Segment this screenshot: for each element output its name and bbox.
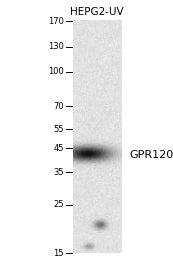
Text: 130: 130	[48, 42, 64, 51]
Text: HEPG2-UV: HEPG2-UV	[70, 7, 124, 17]
Bar	[0, 253, 173, 264]
Bar	[0, 0, 73, 264]
Text: 170: 170	[48, 17, 64, 26]
Text: 25: 25	[53, 200, 64, 209]
Text: 100: 100	[48, 67, 64, 76]
Bar	[0, 0, 173, 21]
Text: 55: 55	[53, 125, 64, 134]
Text: 35: 35	[53, 168, 64, 177]
Bar	[121, 0, 173, 264]
Text: 70: 70	[53, 102, 64, 111]
Text: 45: 45	[53, 144, 64, 153]
Text: 15: 15	[53, 249, 64, 258]
Text: GPR120: GPR120	[130, 150, 173, 160]
